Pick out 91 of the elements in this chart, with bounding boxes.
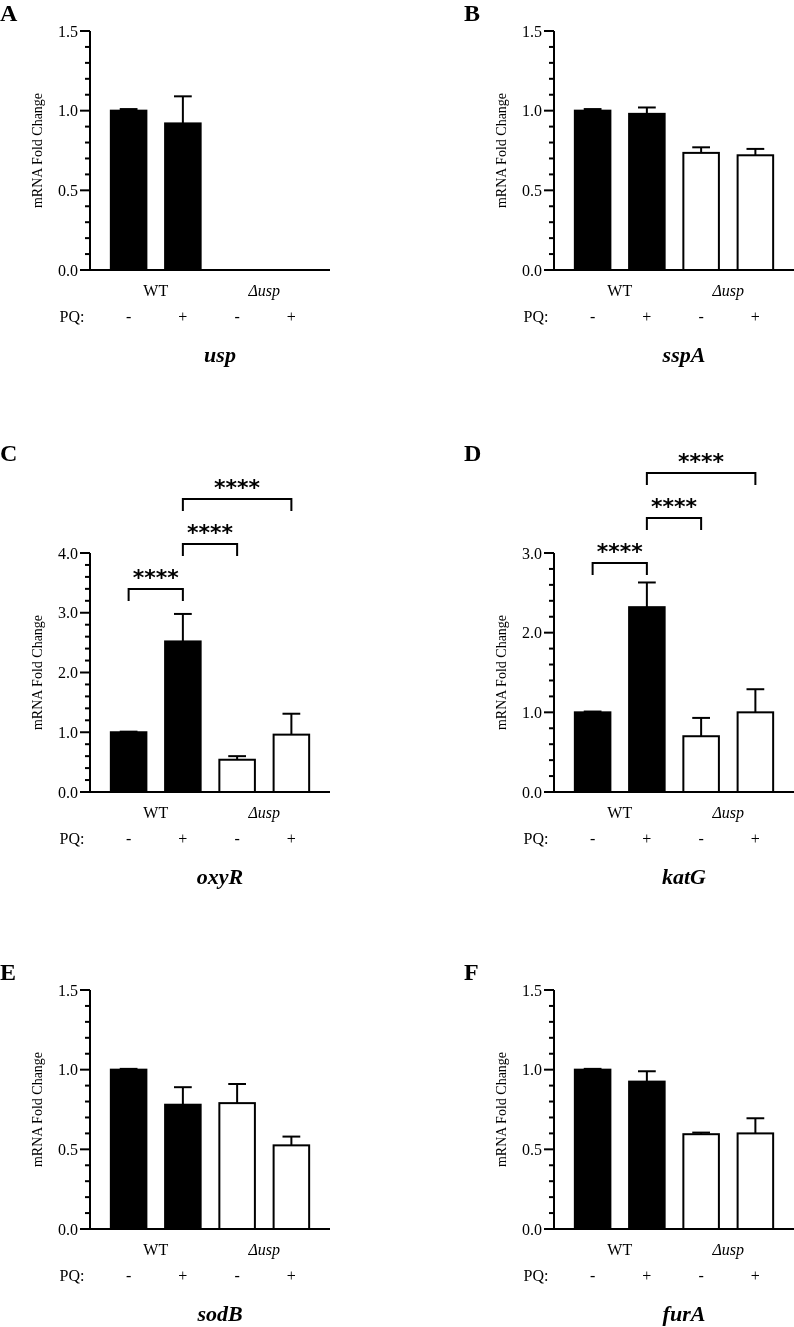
text: Δusp: [247, 1241, 281, 1259]
x-tick-label: +: [178, 308, 188, 325]
x-tick-label: -: [234, 830, 240, 847]
x-tick-label: +: [750, 308, 760, 325]
y-axis-title: mRNA Fold Change: [494, 92, 509, 209]
x-tick-label: +: [642, 308, 652, 325]
text: PQ:: [59, 308, 85, 325]
y-tick-label: 3.0: [58, 604, 78, 622]
y-tick-label: 0.0: [522, 261, 542, 279]
chart-title: D: [464, 440, 482, 466]
x-tick-label: +: [286, 308, 296, 325]
text: ****: [186, 520, 234, 545]
y-tick-label: 1.0: [58, 1061, 78, 1079]
y-tick-label: 2.0: [58, 664, 78, 682]
annotation: ****: [132, 565, 180, 590]
x-axis-title: usp: [204, 342, 236, 367]
annotation: ****: [596, 539, 644, 564]
x-tick-label: -: [698, 830, 704, 847]
text: WT: [143, 282, 169, 299]
y-tick-label: 1.0: [522, 1061, 542, 1079]
y-tick-label: 0.0: [522, 783, 542, 801]
y-tick-label: 3.0: [522, 544, 542, 562]
y-tick-label: 2.0: [522, 624, 542, 642]
text: PQ:: [59, 1267, 85, 1284]
y-tick-label: 0.5: [58, 1140, 78, 1158]
x-tick-label: -: [698, 1267, 704, 1284]
x-tick-label: +: [750, 830, 760, 847]
x-tick-label: +: [286, 1267, 296, 1284]
text: PQ:: [59, 830, 85, 847]
text: Δusp: [711, 282, 745, 300]
x-axis-title: sspA: [661, 342, 706, 367]
y-tick-label: 0.0: [522, 1220, 542, 1238]
y-axis-title: mRNA Fold Change: [30, 92, 45, 209]
y-tick-label: 0.5: [58, 181, 78, 199]
text: Δusp: [711, 804, 745, 822]
y-axis-title: mRNA Fold Change: [494, 614, 509, 731]
x-tick-label: +: [642, 1267, 652, 1284]
y-tick-label: 1.0: [58, 723, 78, 741]
x-tick-label: -: [125, 1267, 132, 1284]
x-tick-label: +: [750, 1267, 760, 1284]
text: ****: [650, 494, 698, 519]
text: PQ:: [523, 830, 549, 847]
text: WT: [143, 1241, 169, 1258]
text: PQ:: [523, 1267, 549, 1284]
y-tick-label: 0.0: [58, 783, 78, 801]
chart-title: B: [464, 0, 481, 26]
text: WT: [607, 282, 633, 299]
x-tick-label: -: [589, 308, 596, 325]
y-tick-label: 0.0: [58, 261, 78, 279]
text: WT: [607, 804, 633, 821]
x-axis-title: oxyR: [196, 864, 244, 889]
y-tick-label: 0.5: [522, 1140, 542, 1158]
x-tick-label: -: [589, 830, 596, 847]
y-tick-label: 1.5: [58, 981, 78, 999]
text: WT: [143, 804, 169, 821]
y-axis-title: mRNA Fold Change: [494, 1051, 509, 1168]
y-tick-label: 1.0: [522, 703, 542, 721]
x-tick-label: -: [125, 830, 132, 847]
x-tick-label: -: [125, 308, 132, 325]
y-tick-label: 0.0: [58, 1220, 78, 1238]
y-tick-label: 1.5: [522, 22, 542, 40]
text: Δusp: [247, 804, 281, 822]
x-axis-title: katG: [662, 864, 707, 889]
text: Δusp: [247, 282, 281, 300]
x-tick-label: +: [642, 830, 652, 847]
y-tick-label: 1.0: [58, 102, 78, 120]
x-tick-label: +: [178, 1267, 188, 1284]
y-tick-label: 0.5: [522, 181, 542, 199]
x-tick-label: -: [234, 1267, 240, 1284]
y-tick-label: 1.5: [522, 981, 542, 999]
y-axis-title: mRNA Fold Change: [30, 1051, 45, 1168]
text: PQ:: [523, 308, 549, 325]
text: WT: [607, 1241, 633, 1258]
x-axis-title: sodB: [196, 1301, 243, 1326]
x-tick-label: +: [286, 830, 296, 847]
y-axis-title: mRNA Fold Change: [30, 614, 45, 731]
chart-title: C: [0, 440, 18, 466]
x-tick-label: -: [698, 308, 704, 325]
x-tick-label: -: [589, 1267, 596, 1284]
y-tick-label: 4.0: [58, 544, 78, 562]
text: ****: [678, 449, 725, 474]
chart-title: A: [0, 0, 18, 26]
x-tick-label: +: [178, 830, 188, 847]
text: Δusp: [711, 1241, 745, 1259]
chart-title: E: [0, 959, 17, 985]
chart-title: F: [464, 959, 479, 985]
y-tick-label: 1.5: [58, 22, 78, 40]
text: ****: [214, 475, 261, 500]
y-tick-label: 1.0: [522, 102, 542, 120]
x-axis-title: furA: [662, 1301, 706, 1326]
x-tick-label: -: [234, 308, 240, 325]
